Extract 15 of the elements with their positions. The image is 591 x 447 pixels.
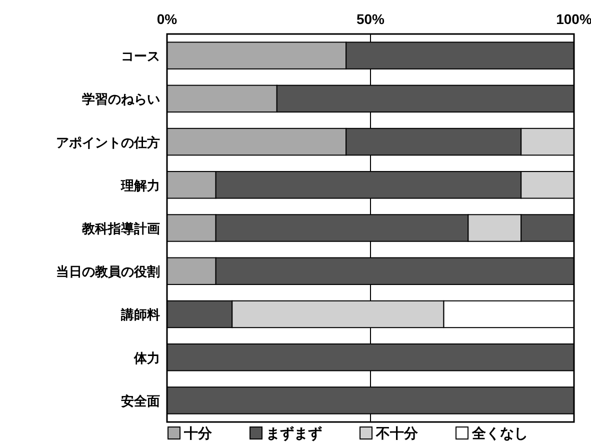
y-tick-label: 当日の教員の役割 [56, 264, 160, 280]
legend-label: 全くなし [471, 425, 528, 441]
legend-label: 不十分 [375, 425, 419, 441]
y-tick-label: 教科指導計画 [81, 221, 160, 236]
y-tick-label: 講師料 [120, 307, 160, 322]
y-tick-label: 理解力 [120, 178, 160, 193]
y-tick-label: アポイントの仕方 [56, 134, 160, 150]
legend-label: まずまず [266, 425, 322, 442]
x-tick-label: 0% [156, 11, 178, 27]
y-tick-label: コース [121, 48, 160, 64]
x-tick-label: 50% [356, 11, 386, 27]
legend-label: 十分 [183, 425, 213, 441]
y-tick-label: 安全面 [121, 393, 160, 408]
y-tick-label: 学習のねらい [82, 92, 160, 107]
y-tick-label: 体力 [133, 350, 160, 366]
